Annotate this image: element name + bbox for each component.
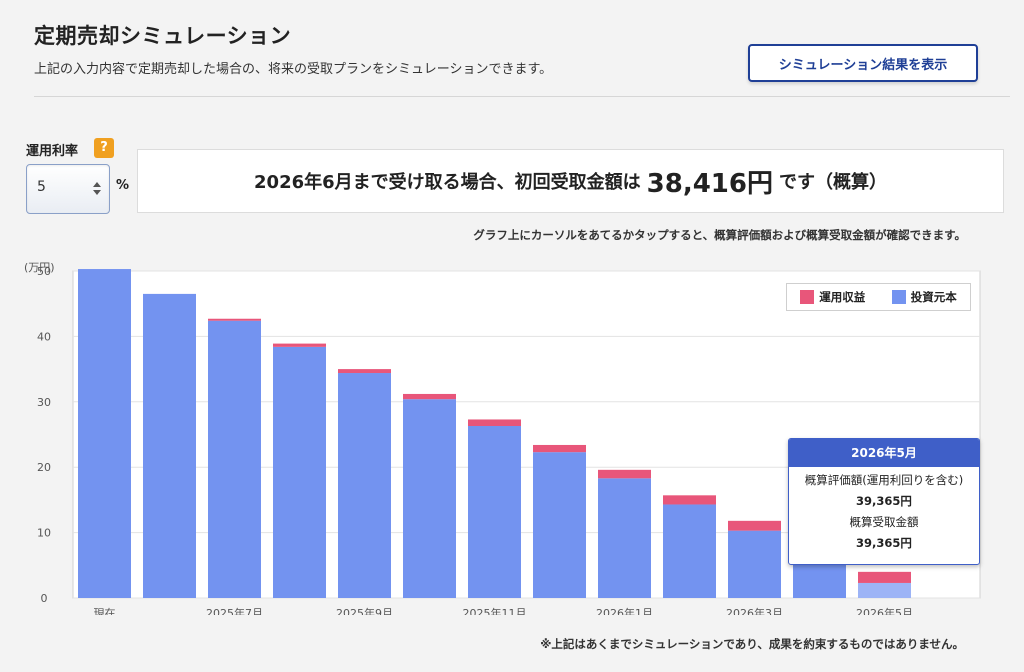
chart-tooltip: 2026年5月 概算評価額(運用利回りを含む) 39,365円 概算受取金額 3… <box>788 438 980 565</box>
chart-area[interactable]: (万円) 0 10 20 30 40 50 現在 2025年7月 2025年9月 2025年11… <box>0 255 1024 615</box>
bar-profit <box>468 419 521 426</box>
x-tick-label: 2026年1月 <box>596 606 653 615</box>
legend-swatch-profit <box>800 290 815 304</box>
legend-label-profit: 運用収益 <box>819 290 866 304</box>
tooltip-value-payout: 39,365円 <box>856 536 912 550</box>
disclaimer: ※上記はあくまでシミュレーションであり、成果を約束するものではありません。 <box>540 637 964 651</box>
tooltip-value-valuation: 39,365円 <box>856 494 912 508</box>
header-divider <box>34 96 1010 97</box>
bar-principal <box>403 399 456 598</box>
bar-principal <box>598 478 651 598</box>
y-tick-label: 20 <box>37 461 51 474</box>
x-tick-label: 2026年3月 <box>726 606 783 615</box>
legend-item-profit: 運用収益 <box>800 289 865 305</box>
tooltip-label-valuation: 概算評価額(運用利回りを含む) <box>804 473 964 487</box>
y-tick-label: 40 <box>37 330 51 343</box>
chart-legend: 運用収益 投資元本 <box>786 283 971 311</box>
y-tick-label: 10 <box>37 527 51 540</box>
rate-select[interactable]: 5 <box>26 164 110 214</box>
show-result-button[interactable]: シミュレーション結果を表示 <box>748 44 978 82</box>
result-summary: 2026年6月まで受け取る場合、初回受取金額は 38,416円 です（概算） <box>137 149 1004 213</box>
bar-profit <box>273 343 326 347</box>
bar-principal <box>533 452 586 598</box>
x-tick-label: 2025年11月 <box>463 606 527 615</box>
tooltip-label-payout: 概算受取金額 <box>849 515 919 529</box>
bar-profit <box>663 495 716 505</box>
bar-profit <box>533 444 586 453</box>
bar-principal <box>858 582 911 598</box>
page-title: 定期売却シミュレーション <box>34 24 292 48</box>
bar-profit <box>403 393 456 400</box>
bar-principal <box>728 530 781 598</box>
bar-principal <box>273 346 326 598</box>
x-tick-label: 現在 <box>94 607 116 615</box>
help-icon[interactable]: ? <box>94 138 114 158</box>
y-unit-label: (万円) <box>24 261 55 274</box>
rate-value: 5 <box>37 179 46 195</box>
bar-principal <box>468 425 521 598</box>
tooltip-title: 2026年5月 <box>789 439 979 467</box>
rate-label: 運用利率 <box>26 144 79 159</box>
bar-profit <box>728 520 781 531</box>
x-tick-label: 2025年7月 <box>206 606 263 615</box>
x-tick-label: 2026年5月 <box>856 606 913 615</box>
result-amount: 38,416円 <box>646 168 773 199</box>
legend-swatch-principal <box>891 290 906 304</box>
bar-profit <box>208 318 261 321</box>
legend-item-principal: 投資元本 <box>891 289 957 305</box>
bar-principal <box>208 320 261 598</box>
bar-principal <box>663 504 716 598</box>
page-subtitle: 上記の入力内容で定期売却した場合の、将来の受取プランをシミュレーションできます。 <box>34 62 553 77</box>
bar-principal <box>143 293 196 598</box>
result-prefix: 2026年6月まで受け取る場合、初回受取金額は <box>254 172 641 193</box>
bar-profit <box>598 469 651 479</box>
legend-label-principal: 投資元本 <box>910 290 957 304</box>
y-tick-label: 0 <box>41 592 48 605</box>
x-tick-label: 2025年9月 <box>336 606 393 615</box>
y-tick-label: 50 <box>37 265 51 278</box>
bar-profit <box>338 369 391 374</box>
bar-profit <box>858 571 911 583</box>
bar-principal <box>78 269 131 598</box>
spinner-arrows-icon[interactable] <box>93 180 101 198</box>
bar-principal <box>338 373 391 598</box>
rate-unit: % <box>116 178 130 193</box>
result-suffix: です（概算） <box>778 172 887 193</box>
y-tick-label: 30 <box>37 396 51 409</box>
chart-hint: グラフ上にカーソルをあてるかタップすると、概算評価額および概算受取金額が確認でき… <box>473 228 966 242</box>
